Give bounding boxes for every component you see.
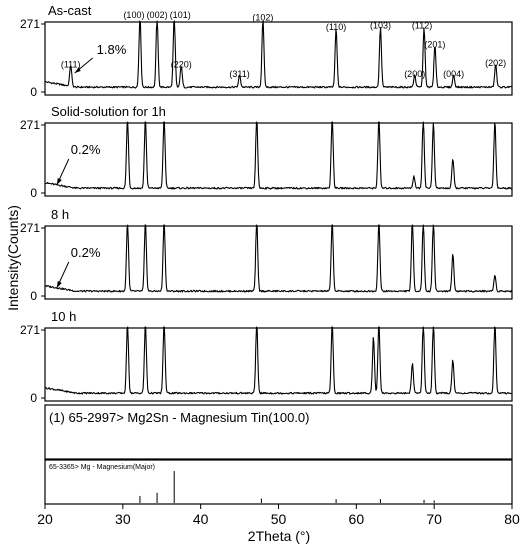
- peak-label: (101): [170, 10, 191, 20]
- x-tick-label: 70: [426, 511, 442, 527]
- peak-label: (004): [443, 69, 464, 79]
- panel-2: 271 0 Solid-solution for 1h 0.2%: [20, 104, 513, 200]
- peak-label: (202): [485, 58, 506, 68]
- diffraction-trace: [44, 224, 513, 293]
- y-tick-top: 271: [20, 323, 40, 337]
- peak-label: (201): [424, 39, 445, 49]
- panel-frame: [44, 327, 513, 402]
- peak-label: (100): [123, 10, 144, 20]
- panel-4: 271 0 10 h: [20, 309, 513, 405]
- panel-title: 10 h: [51, 309, 76, 324]
- peak-label: (220): [171, 60, 192, 70]
- annotation-arrow-head: [56, 281, 62, 288]
- y-tick-top: 271: [20, 17, 40, 31]
- reference-label: (1) 65-2997> Mg2Sn - Magnesium Tin(100.0…: [49, 410, 310, 425]
- x-tick-label: 60: [349, 511, 365, 527]
- panel-title: As-cast: [48, 3, 92, 18]
- reference-panel-2: 65-3365> Mg - Magnesium(Major): [44, 459, 513, 505]
- y-tick-zero: 0: [30, 289, 37, 303]
- y-axis-label: Intensity(Counts): [5, 205, 21, 311]
- peak-label: (103): [370, 21, 391, 31]
- y-tick-zero: 0: [30, 85, 37, 99]
- x-axis: 20 30 40 50 60 70 80: [37, 504, 520, 527]
- reference-frame: [44, 404, 513, 460]
- x-axis-label: 2Theta (°): [248, 528, 310, 544]
- panel-title: 8 h: [51, 207, 69, 222]
- peak-label: (111): [61, 60, 81, 70]
- percentage-annotation: 0.2%: [56, 245, 101, 289]
- annotation-text: 1.8%: [97, 42, 127, 57]
- x-tick-label: 30: [115, 511, 131, 527]
- annotation-text: 0.2%: [71, 245, 101, 260]
- peak-label: (110): [326, 22, 346, 32]
- diffraction-trace: [44, 326, 513, 395]
- panel-3: 271 0 8 h 0.2%: [20, 207, 513, 303]
- reference-label: 65-3365> Mg - Magnesium(Major): [49, 464, 155, 471]
- peak-label: (112): [412, 21, 432, 31]
- panel-title: Solid-solution for 1h: [51, 104, 166, 119]
- x-tick-label: 20: [37, 511, 53, 527]
- y-tick-top: 271: [20, 118, 40, 132]
- peak-label: (102): [252, 13, 273, 23]
- y-tick-zero: 0: [30, 391, 37, 405]
- percentage-annotation: 1.8%: [74, 42, 127, 74]
- panel-frame: [44, 21, 513, 96]
- x-tick-label: 50: [271, 511, 287, 527]
- percentage-annotation: 0.2%: [56, 142, 101, 186]
- diffraction-trace: [45, 121, 513, 190]
- reference-panel-1: (1) 65-2997> Mg2Sn - Magnesium Tin(100.0…: [44, 404, 513, 460]
- panels-group: 271 0 As-cast (111) (100) (002) (101) (220) (311…: [20, 3, 513, 405]
- peak-label: (200): [404, 69, 425, 79]
- y-tick-zero: 0: [30, 186, 37, 200]
- y-tick-top: 271: [20, 221, 40, 235]
- diffraction-trace: [44, 20, 513, 89]
- reference-panels-group: (1) 65-2997> Mg2Sn - Magnesium Tin(100.0…: [44, 404, 513, 505]
- annotation-text: 0.2%: [71, 142, 101, 157]
- x-tick-label: 40: [193, 511, 209, 527]
- annotation-arrow-head: [74, 67, 81, 73]
- annotation-arrow-head: [56, 178, 62, 185]
- panel-1: 271 0 As-cast (111) (100) (002) (101) (220) (311…: [20, 3, 513, 99]
- panel-frame: [44, 225, 513, 300]
- peak-label: (311): [229, 69, 249, 79]
- peak-label: (002): [147, 10, 168, 20]
- x-tick-label: 80: [504, 511, 520, 527]
- panel-frame: [44, 122, 513, 197]
